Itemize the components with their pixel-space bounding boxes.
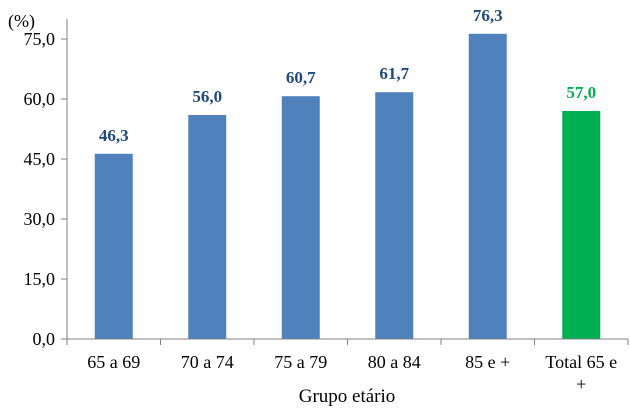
bar (94, 153, 133, 339)
x-axis: 65 a 69 70 a 74 75 a 79 80 a 84 85 e + Total … (66, 338, 629, 394)
bar (281, 96, 320, 339)
y-tick-label: 0,0 (33, 329, 56, 349)
x-axis-title: Grupo etário (299, 386, 396, 407)
x-tick-label: 80 a 84 (368, 352, 421, 372)
bar (188, 115, 227, 339)
data-label: 76,3 (473, 6, 503, 25)
bars: 46,3 56,0 60,7 61,7 76,3 57,0 (94, 6, 601, 340)
y-tick-label: 75,0 (24, 29, 56, 49)
x-tick-label: 65 a 69 (87, 352, 140, 372)
y-tick-label: 15,0 (24, 269, 56, 289)
data-label: 61,7 (379, 64, 409, 83)
bar (562, 111, 601, 339)
y-axis: 0,0 15,0 30,0 45,0 60,0 75,0 (24, 19, 68, 349)
y-tick-label: 60,0 (24, 89, 56, 109)
y-unit-label: (%) (8, 11, 35, 32)
x-tick-label: + (576, 374, 586, 394)
x-tick-label: 70 a 74 (181, 352, 234, 372)
y-tick-label: 45,0 (24, 149, 56, 169)
x-tick-label: 85 e + (465, 352, 510, 372)
data-label: 46,3 (99, 126, 129, 145)
bar (375, 92, 414, 339)
x-tick-label: 75 a 79 (274, 352, 327, 372)
x-tick-label: Total 65 e (545, 352, 617, 372)
bar (468, 33, 507, 340)
data-label: 57,0 (566, 83, 596, 102)
y-tick-label: 30,0 (24, 209, 56, 229)
data-label: 60,7 (286, 68, 316, 87)
data-label: 56,0 (192, 87, 222, 106)
